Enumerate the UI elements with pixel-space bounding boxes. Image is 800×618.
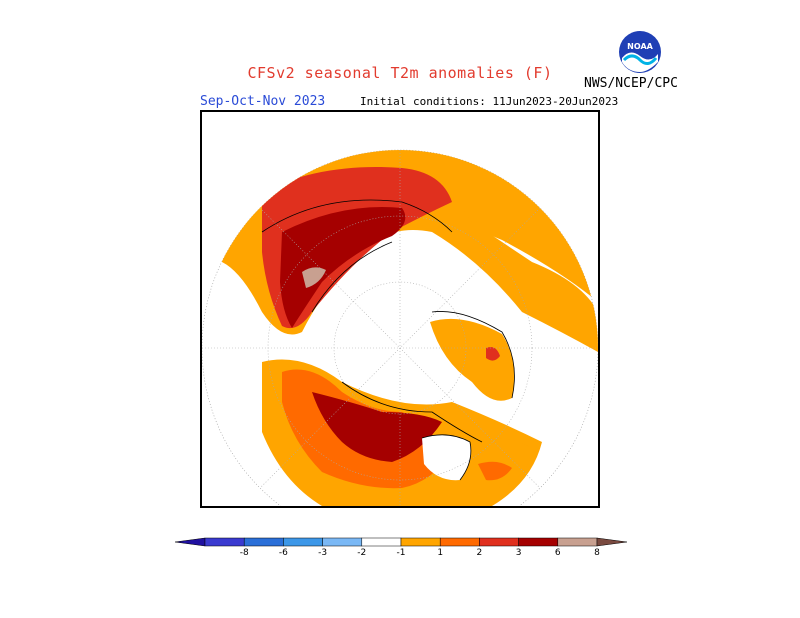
legend-swatch <box>322 537 363 547</box>
anomaly-region-darkorange-eastcanada <box>478 461 512 481</box>
anomaly-region-red-greenland <box>486 347 500 361</box>
legend-swatch <box>243 537 284 547</box>
initial-conditions-label: Initial conditions: 11Jun2023-20Jun2023 <box>360 95 619 108</box>
map-title: CFSv2 seasonal T2m anomalies (F) <box>247 64 553 82</box>
polar-map <box>202 149 598 506</box>
legend-tick-label: -2 <box>357 548 366 558</box>
legend-tick-label: -3 <box>318 548 327 558</box>
legend-swatch <box>283 537 323 547</box>
legend-tick-label: 1 <box>437 548 443 558</box>
map-frame <box>200 110 600 508</box>
legend-tick-label: 8 <box>594 548 600 558</box>
season-label: Sep-Oct-Nov 2023 <box>200 94 326 109</box>
legend-tick-label: -6 <box>279 548 288 558</box>
color-legend: -8 -6 -3 -2 -1 1 2 3 6 8 <box>175 537 627 558</box>
coastline <box>261 199 515 481</box>
agency-label: NWS/NCEP/CPC <box>584 76 678 91</box>
legend-tick-label: -1 <box>397 548 406 558</box>
anomaly-region-darkred-eurasia <box>280 207 406 328</box>
legend-swatch <box>400 537 441 547</box>
anomaly-region-orange-greenland <box>430 318 515 401</box>
anomaly-region-tan <box>302 267 326 288</box>
logo-text: NOAA <box>627 42 653 51</box>
legend-tick-label: 6 <box>555 548 561 558</box>
legend-swatch <box>479 537 519 547</box>
anomaly-region-darkred-namerica <box>312 392 442 462</box>
legend-swatch <box>439 537 480 547</box>
noaa-logo: NOAA <box>619 31 661 73</box>
legend-swatch <box>518 537 559 547</box>
legend-arrow-low <box>175 537 206 547</box>
legend-swatch <box>361 537 402 547</box>
hudson-bay <box>422 434 471 481</box>
legend-swatch <box>204 537 245 547</box>
legend-tick-label: -8 <box>240 548 249 558</box>
legend-swatch <box>557 537 598 547</box>
legend-tick-label: 2 <box>477 548 483 558</box>
legend-arrow-high <box>596 537 627 547</box>
legend-tick-label: 3 <box>516 548 522 558</box>
